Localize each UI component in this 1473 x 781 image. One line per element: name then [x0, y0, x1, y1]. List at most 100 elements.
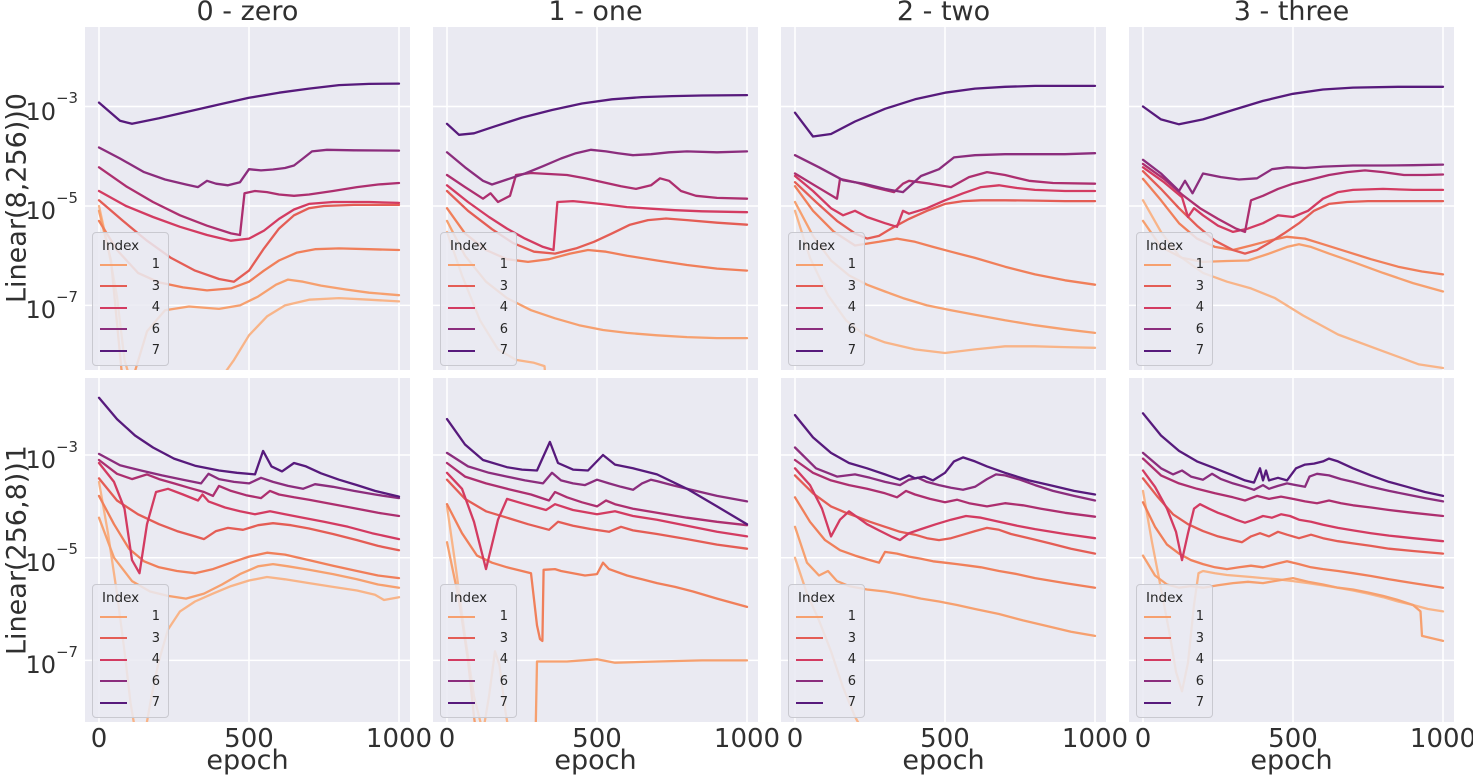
legend-entry: 6	[1144, 322, 1206, 337]
series-index-2	[97, 494, 401, 580]
x-axis-label-0: epoch	[206, 745, 289, 776]
legend-entry: 3	[100, 631, 162, 646]
legend-entry-label: 6	[847, 673, 856, 689]
legend-line-swatch	[796, 349, 823, 352]
legend-entry: 6	[100, 322, 162, 337]
legend-entry-label: 7	[847, 695, 856, 710]
legend-entry-label: 3	[151, 278, 160, 294]
subplot-row0-col0: Index 1 3 4 6 7	[85, 27, 410, 370]
legend-entry: 1	[448, 609, 510, 624]
series-index-1	[793, 525, 1097, 638]
legend-entry-label: 1	[847, 257, 856, 272]
series-index-6	[793, 152, 1097, 194]
legend-line-swatch	[100, 637, 127, 639]
legend-title: Index	[1146, 590, 1184, 606]
x-tick-label-col0: 500	[224, 724, 274, 754]
legend-entry: 7	[448, 343, 510, 358]
subplot-row0-col2: Index 1 3 4 6 7	[781, 27, 1106, 370]
legend-entry: 4	[1144, 652, 1206, 667]
legend: Index 1 3 4 6 7	[440, 584, 517, 718]
legend-entry: 6	[796, 322, 858, 337]
legend-entry-label: 6	[151, 321, 160, 337]
column-title-3: 3 - three	[1233, 0, 1350, 27]
series-index-4	[793, 467, 1097, 542]
series-index-3	[793, 474, 1097, 555]
legend: Index 1 3 4 6 7	[440, 232, 517, 366]
legend-line-swatch	[796, 615, 823, 618]
legend-entry-label: 7	[1195, 695, 1204, 710]
column-title-1: 1 - one	[548, 0, 643, 27]
legend-entry: 1	[100, 257, 162, 272]
legend-entry-label: 6	[499, 673, 508, 689]
legend-line-swatch	[448, 658, 475, 661]
y-tick-label-row0: 10−7	[25, 287, 78, 325]
x-tick-label-col3: 1000	[1409, 724, 1473, 754]
legend-line-swatch	[448, 285, 475, 287]
series-index-1	[97, 209, 401, 370]
legend-entry-label: 7	[151, 343, 160, 358]
series-index-4	[97, 461, 401, 575]
subplot-row0-col3: Index 1 3 4 6 7	[1129, 27, 1454, 370]
legend-entry: 4	[1144, 300, 1206, 315]
x-tick-label-col0: 1000	[365, 724, 433, 754]
series-index-7	[793, 413, 1097, 496]
subplot-row1-col2: Index 1 3 4 6 7	[781, 378, 1106, 722]
legend-line-swatch	[796, 658, 823, 661]
series-index-5	[1141, 457, 1445, 518]
subplot-row1-col1: Index 1 3 4 6 7	[433, 378, 758, 722]
legend-entry: 7	[1144, 343, 1206, 358]
x-tick-label-col2: 500	[920, 724, 970, 754]
series-index-5	[793, 458, 1097, 518]
legend-entry: 6	[448, 674, 510, 689]
legend-line-swatch	[1144, 658, 1171, 661]
legend-entry: 7	[448, 695, 510, 710]
subplot-row1-col0: Index 1 3 4 6 7	[85, 378, 410, 722]
legend-line-swatch	[100, 615, 127, 618]
legend-line-swatch	[448, 637, 475, 639]
legend-title: Index	[798, 238, 836, 254]
legend-line-swatch	[1144, 637, 1171, 639]
series-index-5	[793, 170, 1097, 200]
legend-title: Index	[102, 590, 140, 606]
legend-entry-label: 1	[1195, 609, 1204, 624]
x-tick-label-col1: 1000	[713, 724, 781, 754]
legend-entry-label: 4	[847, 652, 856, 667]
x-tick-label-col2: 1000	[1061, 724, 1129, 754]
legend-line-swatch	[100, 306, 127, 309]
legend-line-swatch	[796, 285, 823, 287]
series-index-3	[97, 477, 401, 552]
legend-line-swatch	[100, 328, 127, 330]
legend-entry: 4	[100, 652, 162, 667]
legend-title: Index	[798, 590, 836, 606]
legend-title: Index	[1146, 238, 1184, 254]
series-index-4	[793, 174, 1097, 228]
series-index-2	[1141, 177, 1445, 276]
legend-entry-label: 6	[847, 321, 856, 337]
legend-entry: 1	[100, 609, 162, 624]
legend: Index 1 3 4 6 7	[788, 584, 865, 718]
legend-entry-label: 6	[1195, 321, 1204, 337]
legend-entry: 6	[448, 322, 510, 337]
legend-entry: 3	[1144, 631, 1206, 646]
y-tick-label-row1: 10−3	[25, 437, 78, 474]
legend-entry-label: 4	[1195, 300, 1204, 315]
legend-entry: 3	[448, 631, 510, 646]
legend-line-swatch	[100, 680, 127, 682]
plot-canvas	[781, 27, 1106, 370]
series-index-6	[793, 446, 1097, 502]
legend-line-swatch	[100, 658, 127, 661]
series-index-7	[445, 93, 749, 136]
x-tick-label-col2: 0	[786, 724, 804, 754]
legend-entry-label: 1	[151, 609, 160, 624]
legend-entry-label: 4	[151, 300, 160, 315]
legend-entry-label: 3	[1195, 630, 1204, 646]
legend-entry-label: 4	[151, 652, 160, 667]
legend-entry-label: 3	[151, 630, 160, 646]
series-index-6	[445, 451, 749, 503]
legend-line-swatch	[100, 285, 127, 287]
legend-line-swatch	[448, 263, 475, 266]
x-tick-label-col1: 0	[438, 724, 456, 754]
legend-entry-label: 7	[499, 343, 508, 358]
legend-line-swatch	[796, 263, 823, 266]
series-index-2	[445, 503, 749, 643]
